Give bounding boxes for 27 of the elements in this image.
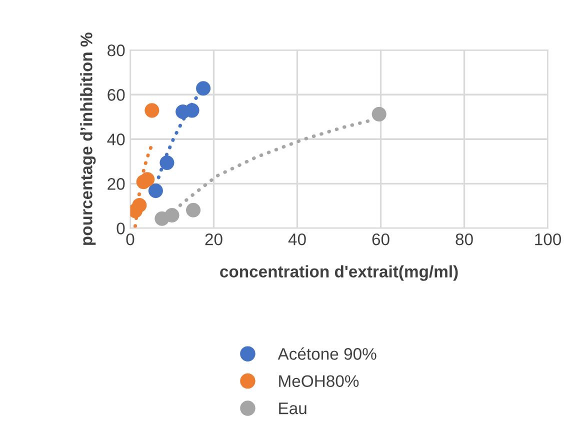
- x-tick-label: 20: [205, 233, 222, 246]
- legend-label: Acétone 90%: [278, 347, 376, 360]
- y-tick-label: 80: [108, 44, 125, 56]
- y-axis-title: pourcentage d’inhibition %: [80, 32, 96, 245]
- y-tick-label: 40: [107, 134, 125, 146]
- y-tick-label: 20: [108, 178, 125, 190]
- x-tick-label: 60: [372, 233, 390, 246]
- point: [148, 184, 163, 198]
- point: [186, 202, 201, 218]
- point: [184, 103, 200, 118]
- y-tick-label: 0: [116, 222, 125, 234]
- point: [372, 106, 386, 122]
- x-tick-label: 40: [288, 233, 306, 246]
- point: [196, 81, 211, 96]
- legend-label: MeOH80%: [279, 375, 359, 388]
- point: [144, 103, 160, 118]
- x-tick-label: 100: [535, 233, 562, 246]
- y-tick-label: 60: [108, 89, 125, 101]
- point: [160, 155, 174, 170]
- point: [164, 208, 180, 223]
- x-axis-title: concentration d'extrait(mg/ml): [220, 265, 458, 281]
- legend-label: Eau: [279, 402, 306, 414]
- point: [132, 198, 147, 213]
- point: [140, 172, 155, 187]
- line-series: [134, 145, 153, 228]
- x-tick-label: 0: [126, 233, 134, 246]
- x-tick-label: 80: [456, 233, 473, 246]
